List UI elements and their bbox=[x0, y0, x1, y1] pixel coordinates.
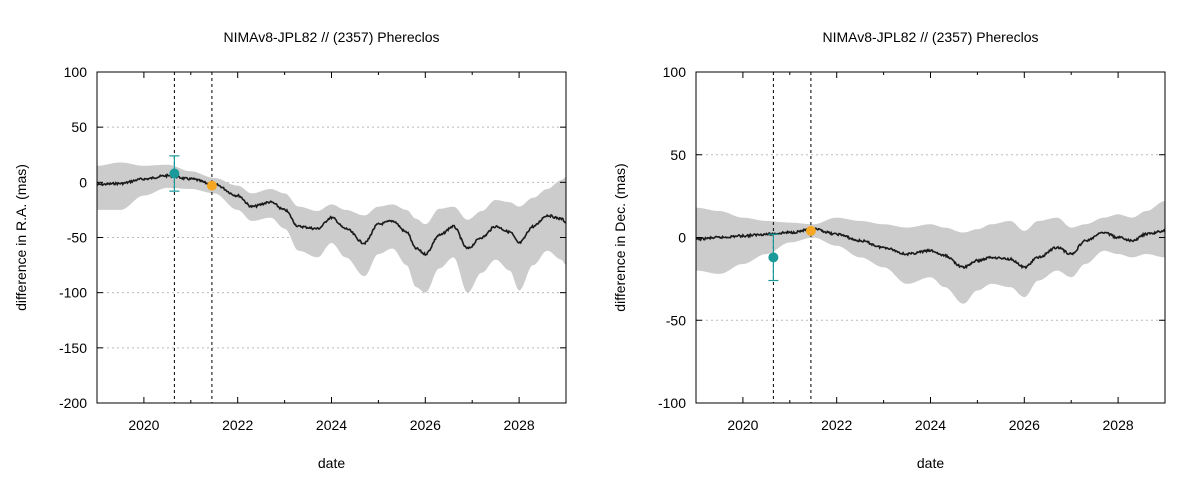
y-tick-label: -100 bbox=[59, 285, 87, 301]
y-tick-label: -150 bbox=[59, 340, 87, 356]
x-tick-label: 2020 bbox=[128, 417, 159, 433]
x-tick-label: 2022 bbox=[821, 417, 852, 433]
x-tick-label: 2020 bbox=[727, 417, 758, 433]
y-tick-label: -200 bbox=[59, 395, 87, 411]
x-axis-label: date bbox=[917, 455, 944, 471]
data-point bbox=[805, 225, 816, 236]
y-tick-label: 100 bbox=[663, 64, 687, 80]
x-tick-label: 2024 bbox=[915, 417, 946, 433]
chart-title: NIMAv8-JPL82 // (2357) Phereclos bbox=[223, 29, 439, 45]
uncertainty-band bbox=[696, 201, 1165, 304]
chart-title: NIMAv8-JPL82 // (2357) Phereclos bbox=[822, 29, 1038, 45]
y-tick-label: 50 bbox=[71, 119, 87, 135]
y-tick-label: 100 bbox=[64, 64, 88, 80]
x-tick-label: 2028 bbox=[504, 417, 535, 433]
chart-panel-2: 100 50 0 -50 -100 2020 2022 2024 2026 2028 NIMAv8-… bbox=[612, 29, 1166, 471]
data-point bbox=[206, 180, 217, 191]
y-tick-label: 0 bbox=[678, 230, 686, 246]
y-tick-label: -50 bbox=[666, 312, 686, 328]
chart-panel-1: 100 50 0 -50 -100 -150 -200 2020 2022 2024 2026 202… bbox=[13, 29, 567, 471]
y-tick-label: 50 bbox=[670, 147, 686, 163]
y-tick-label: 0 bbox=[79, 174, 87, 190]
x-tick-label: 2024 bbox=[316, 417, 347, 433]
y-axis-label: difference in Dec. (mas) bbox=[612, 163, 628, 311]
plot-area bbox=[696, 201, 1165, 304]
y-tick-label: -50 bbox=[67, 230, 87, 246]
plot-area bbox=[97, 162, 566, 293]
data-point bbox=[768, 252, 779, 263]
data-point bbox=[169, 168, 180, 179]
x-tick-label: 2022 bbox=[222, 417, 253, 433]
x-axis-label: date bbox=[318, 455, 345, 471]
x-tick-label: 2026 bbox=[410, 417, 441, 433]
y-axis-label: difference in R.A. (mas) bbox=[13, 164, 29, 311]
uncertainty-band bbox=[97, 162, 566, 293]
y-tick-label: -100 bbox=[658, 395, 686, 411]
x-tick-label: 2026 bbox=[1009, 417, 1040, 433]
x-tick-label: 2028 bbox=[1103, 417, 1134, 433]
